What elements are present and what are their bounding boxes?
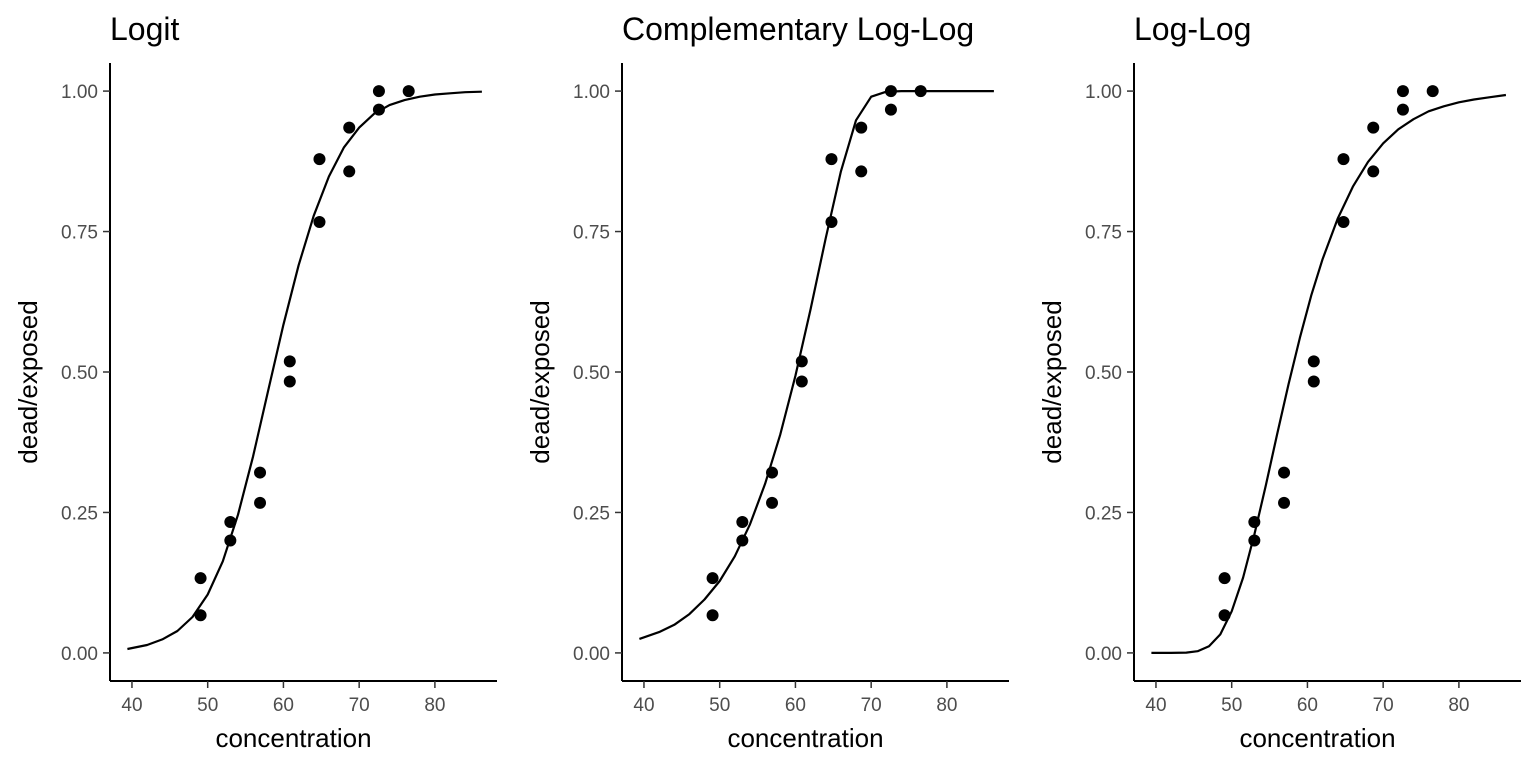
data-point	[795, 355, 808, 368]
x-tick-label: 80	[1448, 695, 1469, 716]
x-axis-title: concentration	[215, 723, 371, 753]
chart-panel-3: Log-Log 0.00 0.25 0.50 0.75 1.00 40 50 60 70 80 con…	[1037, 11, 1521, 753]
data-point	[1426, 85, 1439, 98]
data-point	[825, 153, 838, 166]
data-point	[194, 572, 207, 585]
x-tick-label: 80	[424, 695, 445, 716]
data-point	[795, 375, 808, 388]
y-tick-label: 0.50	[1085, 363, 1122, 384]
data-point	[372, 85, 385, 98]
y-tick-label: 0.75	[573, 223, 610, 244]
data-point	[224, 534, 237, 547]
fitted-curve	[127, 90, 482, 651]
y-tick-label: 0.25	[573, 503, 610, 524]
data-point	[1367, 121, 1380, 134]
data-point	[1337, 215, 1350, 228]
data-point	[1278, 496, 1291, 509]
x-tick-label: 70	[861, 695, 882, 716]
data-point	[736, 516, 749, 529]
data-point	[402, 85, 415, 98]
data-point	[313, 215, 326, 228]
y-tick-label: 0.25	[1085, 503, 1122, 524]
chart-panel-1: Logit 0.00 0.25 0.50 0.75 1.00 40 50 60 70 80 conce…	[13, 11, 497, 753]
data-point	[855, 165, 868, 178]
y-tick-label: 0.00	[573, 644, 610, 665]
data-point	[766, 496, 779, 509]
data-point	[706, 572, 719, 585]
fitted-curve	[639, 90, 994, 640]
data-point	[706, 609, 719, 622]
data-point	[1396, 85, 1409, 98]
data-point	[855, 121, 868, 134]
x-axis-title: concentration	[727, 723, 883, 753]
data-point	[1248, 534, 1261, 547]
y-tick-label: 0.75	[61, 223, 98, 244]
data-point	[1278, 466, 1291, 479]
y-axis-title: dead/exposed	[13, 300, 43, 463]
x-tick-label: 70	[349, 695, 370, 716]
data-point	[1218, 609, 1231, 622]
y-tick-label: 1.00	[61, 82, 98, 103]
data-point	[343, 165, 356, 178]
data-point	[224, 516, 237, 529]
data-point	[254, 466, 267, 479]
data-point	[766, 466, 779, 479]
data-point	[254, 496, 267, 509]
x-tick-label: 40	[633, 695, 654, 716]
data-point	[825, 215, 838, 228]
chart-panel-2: Complementary Log-Log 0.00 0.25 0.50 0.75 1.0…	[525, 11, 1009, 753]
data-point	[313, 153, 326, 166]
x-tick-label: 40	[1145, 695, 1166, 716]
data-point	[194, 609, 207, 622]
chart-title: Log-Log	[1134, 11, 1251, 47]
data-point	[1337, 153, 1350, 166]
y-axis-title: dead/exposed	[1037, 300, 1067, 463]
x-tick-label: 60	[785, 695, 806, 716]
y-tick-label: 0.00	[1085, 644, 1122, 665]
y-tick-label: 0.75	[1085, 223, 1122, 244]
data-point	[1396, 103, 1409, 116]
data-point	[884, 85, 897, 98]
x-tick-label: 60	[273, 695, 294, 716]
data-point	[1307, 375, 1320, 388]
x-tick-label: 40	[121, 695, 142, 716]
data-point	[1367, 165, 1380, 178]
x-tick-label: 70	[1373, 695, 1394, 716]
y-tick-label: 1.00	[573, 82, 610, 103]
y-tick-label: 1.00	[1085, 82, 1122, 103]
data-point	[283, 375, 296, 388]
x-tick-label: 50	[709, 695, 730, 716]
x-tick-label: 50	[1221, 695, 1242, 716]
y-axis-title: dead/exposed	[525, 300, 555, 463]
x-tick-label: 60	[1297, 695, 1318, 716]
data-point	[283, 355, 296, 368]
data-point	[1248, 516, 1261, 529]
y-tick-label: 0.25	[61, 503, 98, 524]
chart-title: Complementary Log-Log	[622, 11, 974, 47]
data-point	[914, 85, 927, 98]
x-axis-title: concentration	[1239, 723, 1395, 753]
chart-title: Logit	[110, 11, 180, 47]
fitted-curve	[1151, 93, 1507, 654]
data-point	[884, 103, 897, 116]
y-tick-label: 0.50	[61, 363, 98, 384]
data-point	[372, 103, 385, 116]
x-tick-label: 50	[197, 695, 218, 716]
data-point	[1307, 355, 1320, 368]
data-point	[1218, 572, 1231, 585]
data-point	[736, 534, 749, 547]
data-point	[343, 121, 356, 134]
x-tick-label: 80	[936, 695, 957, 716]
y-tick-label: 0.00	[61, 644, 98, 665]
y-tick-label: 0.50	[573, 363, 610, 384]
